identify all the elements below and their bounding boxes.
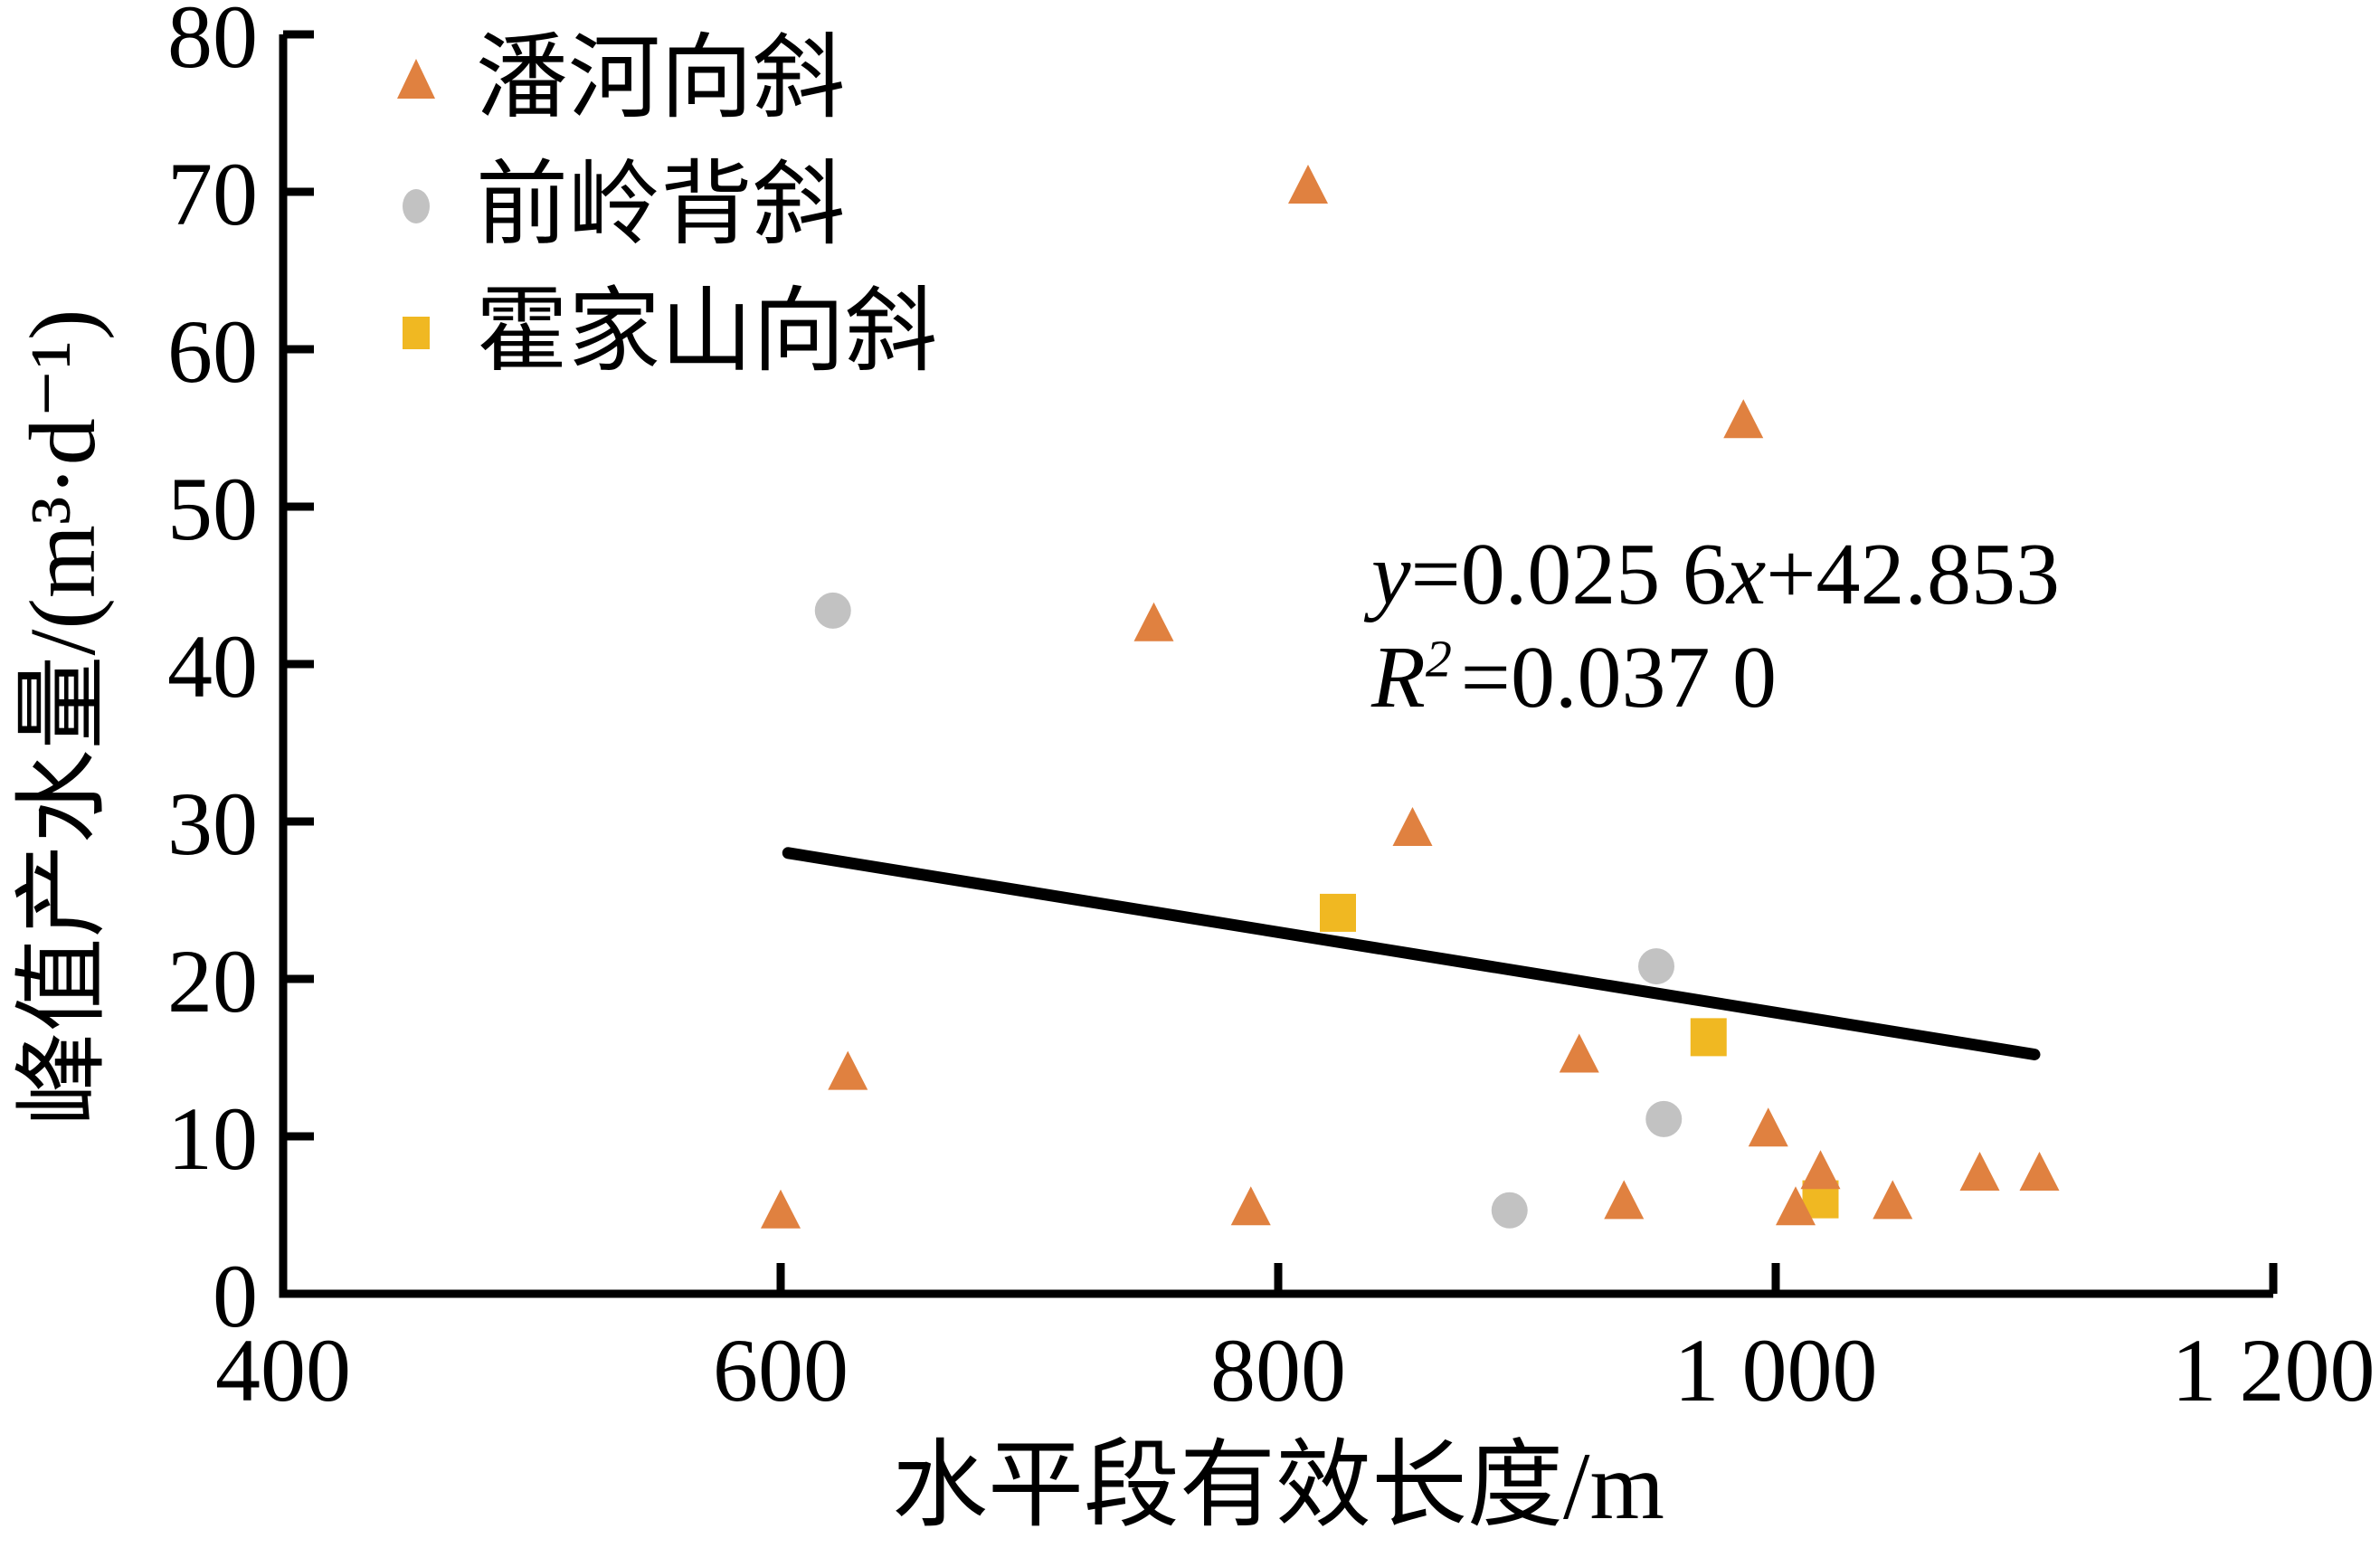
scatter-point-circle — [1645, 1100, 1683, 1137]
scatter-point-triangle — [2019, 1152, 2060, 1192]
legend-item-huojiashan: 霍家山向斜 — [387, 270, 937, 396]
scatter-point-triangle — [1288, 165, 1328, 204]
scatter-point-triangle — [1748, 1107, 1788, 1147]
x-tick-label: 800 — [1210, 1320, 1346, 1420]
x-axis-title: 水平段有效长度/m — [892, 1433, 1664, 1539]
scatter-point-square — [1320, 893, 1356, 932]
y-tick-label: 40 — [167, 616, 258, 717]
scatter-point-triangle — [1800, 1150, 1841, 1190]
scatter-point-triangle — [1604, 1180, 1645, 1220]
scatter-point-circle — [814, 592, 851, 629]
x-tick-label: 400 — [215, 1320, 351, 1420]
scatter-point-triangle — [1959, 1152, 2000, 1192]
legend-item-panhe: 潘河向斜 — [387, 16, 937, 143]
x-tick-label: 1 200 — [2172, 1320, 2375, 1420]
legend-label: 霍家山向斜 — [476, 281, 937, 384]
y-tick-label: 50 — [167, 459, 258, 559]
trend-line — [782, 847, 2041, 1061]
scatter-point-circle — [1638, 948, 1674, 985]
circle-marker-icon — [387, 177, 445, 235]
scatter-point-square — [1690, 1018, 1727, 1057]
legend-item-qianling: 前岭背斜 — [387, 143, 937, 270]
legend-label: 潘河向斜 — [476, 28, 845, 130]
scatter-point-triangle — [1230, 1186, 1271, 1226]
legend: 潘河向斜 前岭背斜 霍家山向斜 — [387, 16, 937, 396]
regression-r-squared: R2=0.037 0 — [1371, 629, 1777, 727]
scatter-point-triangle — [1392, 806, 1433, 846]
regression-annotation: y=0.025 6x+42.853 R2=0.037 0 — [1371, 523, 2060, 729]
y-tick-label: 60 — [167, 301, 258, 402]
y-tick-label: 20 — [167, 931, 258, 1031]
scatter-point-triangle — [1133, 602, 1174, 641]
y-tick-label: 70 — [167, 144, 258, 244]
scatter-point-triangle — [1873, 1180, 1913, 1220]
legend-label: 前岭背斜 — [476, 155, 845, 257]
scatter-point-circle — [1491, 1192, 1528, 1229]
scatter-point-triangle — [1776, 1186, 1816, 1226]
y-tick-label: 0 — [213, 1246, 258, 1346]
scatter-point-triangle — [1559, 1033, 1599, 1073]
y-tick-label: 10 — [167, 1088, 258, 1189]
square-marker-icon — [387, 304, 445, 362]
y-tick-label: 30 — [167, 774, 258, 874]
scatter-point-triangle — [761, 1189, 801, 1229]
triangle-marker-icon — [387, 51, 445, 109]
x-tick-label: 600 — [713, 1320, 849, 1420]
x-tick-label: 1 000 — [1674, 1320, 1878, 1420]
y-tick-label: 80 — [167, 0, 258, 87]
axes — [279, 34, 2273, 1298]
y-axis-title: 峰值产水量/(m³·d⁻¹) — [11, 309, 115, 1126]
scatter-point-triangle — [828, 1050, 868, 1090]
regression-equation: y=0.025 6x+42.853 — [1371, 526, 2061, 623]
scatter-point-triangle — [1723, 399, 1764, 439]
